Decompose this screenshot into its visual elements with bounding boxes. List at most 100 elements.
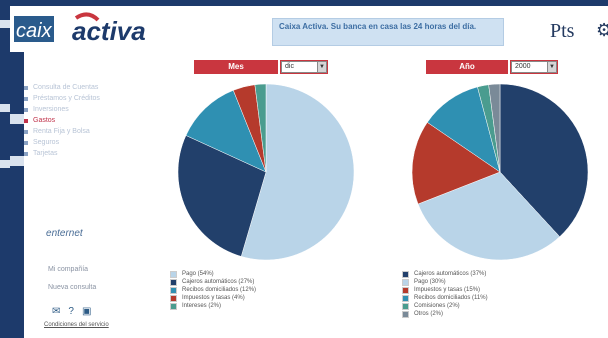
bullet-icon	[24, 129, 28, 134]
legend-label: Pago (54%)	[182, 271, 214, 277]
header: caix activa Caixa Activa. Su banca en ca…	[10, 6, 608, 52]
legend-item: Cajeros automáticos (37%)	[402, 270, 602, 278]
legend-label: Cajeros automáticos (37%)	[414, 271, 487, 277]
link-nueva-consulta[interactable]: Nueva consulta	[48, 284, 97, 291]
sidebar-item[interactable]: Gastos	[24, 115, 134, 126]
legend-label: Intereses (2%)	[182, 303, 222, 309]
legend-swatch	[170, 278, 177, 286]
sidebar-item-label: Inversiones	[33, 106, 69, 113]
legend-item: Otros (2%)	[402, 310, 602, 318]
legend-swatch	[170, 294, 177, 302]
pie-slice	[240, 83, 355, 261]
sidebar-item-label: Préstamos y Créditos	[33, 95, 100, 102]
legend-label: Cajeros automáticos (27%)	[182, 279, 255, 285]
sidebar-stripe	[10, 52, 24, 338]
pts-label[interactable]: Pts	[550, 20, 575, 42]
logo-block	[14, 16, 54, 42]
mail-icon[interactable]: ✉	[52, 306, 61, 317]
sidebar-item-label: Gastos	[33, 117, 56, 124]
legend-item: Recibos domiciliados (12%)	[170, 286, 370, 294]
bullet-icon	[24, 118, 28, 123]
caixa-activa-logo[interactable]: caix activa	[14, 12, 194, 52]
legend-label: Recibos domiciliados (12%)	[182, 287, 257, 293]
legend-swatch	[402, 278, 409, 286]
link-mi-compania[interactable]: Mi compañía	[48, 266, 89, 273]
legend-swatch	[170, 270, 177, 278]
legend-item: Pago (30%)	[402, 278, 602, 286]
legend-item: Comisiones (2%)	[402, 302, 602, 310]
chevron-down-icon[interactable]: ▼	[547, 62, 556, 72]
conditions-link[interactable]: Condiciones del servicio	[44, 322, 109, 328]
frame-block	[0, 20, 10, 28]
pie-slice	[177, 135, 267, 257]
sidebar-item[interactable]: Inversiones	[24, 104, 134, 115]
pie-slice	[185, 89, 267, 173]
legend-swatch	[170, 286, 177, 294]
legend-item: Impuestos y tasas (4%)	[170, 294, 370, 302]
print-icon[interactable]: ▣	[81, 306, 92, 317]
enternet-word: nternet	[51, 228, 83, 239]
sidebar-item[interactable]: Tarjetas	[24, 148, 134, 159]
bullet-icon	[24, 107, 28, 112]
chevron-down-icon[interactable]: ▼	[317, 62, 326, 72]
left-frame	[0, 0, 10, 338]
sidebar-menu: Consulta de Cuentas Préstamos y Créditos I…	[24, 82, 134, 159]
enternet-logo[interactable]: enternet	[46, 228, 83, 239]
legend-label: Impuestos y tasas (15%)	[414, 287, 481, 293]
legend-item: Intereses (2%)	[170, 302, 370, 310]
logo-swoosh	[74, 12, 100, 22]
legend-item: Recibos domiciliados (11%)	[402, 294, 602, 302]
sidebar-item-label: Consulta de Cuentas	[33, 84, 99, 91]
stripe-notch	[10, 114, 24, 124]
sidebar-item-label: Seguros	[33, 139, 60, 146]
year-select-value: 2000	[515, 63, 531, 70]
legend-item: Impuestos y tasas (15%)	[402, 286, 602, 294]
footer-icons: ✉ ? ▣	[52, 306, 91, 317]
bullet-icon	[24, 85, 28, 90]
legend-swatch	[170, 302, 177, 310]
year-select-box[interactable]: 2000 ▼	[511, 61, 557, 73]
legend-swatch	[402, 310, 409, 318]
pie-chart-year	[411, 83, 589, 261]
sidebar-item[interactable]: Renta Fija y Bolsa	[24, 126, 134, 137]
legend-item: Pago (54%)	[170, 270, 370, 278]
sidebar-item[interactable]: Consulta de Cuentas	[24, 82, 134, 93]
legend-label: Recibos domiciliados (11%)	[414, 295, 488, 301]
logo-text-activa: activa	[72, 16, 146, 46]
settings-icon[interactable]: ⚙	[596, 20, 608, 40]
pie-slice	[254, 83, 267, 173]
stripe-notch	[10, 156, 24, 166]
legend-item: Cajeros automáticos (27%)	[170, 278, 370, 286]
sidebar: Consulta de Cuentas Préstamos y Créditos I…	[10, 52, 134, 338]
sidebar-item[interactable]: Seguros	[24, 137, 134, 148]
legend-year: Cajeros automáticos (37%) Pago (30%) Impue…	[402, 270, 602, 318]
sidebar-item[interactable]: Préstamos y Créditos	[24, 93, 134, 104]
sidebar-item-label: Renta Fija y Bolsa	[33, 128, 90, 135]
bullet-icon	[24, 151, 28, 156]
enternet-e: e	[46, 228, 52, 239]
bullet-icon	[24, 140, 28, 145]
help-icon[interactable]: ?	[68, 306, 74, 317]
top-frame	[10, 0, 608, 6]
year-select[interactable]: 2000 ▼	[510, 60, 558, 74]
frame-block	[0, 104, 10, 112]
frame-block	[0, 160, 10, 168]
pie-slice	[488, 83, 501, 173]
bullet-icon	[24, 96, 28, 101]
left-chart-title: Mes	[194, 60, 278, 74]
month-select-box[interactable]: dic ▼	[281, 61, 327, 73]
month-select-value: dic	[285, 63, 294, 70]
legend-swatch	[402, 302, 409, 310]
banner: Caixa Activa. Su banca en casa las 24 ho…	[272, 18, 504, 46]
pie-slice	[411, 122, 501, 205]
legend-label: Pago (30%)	[414, 279, 446, 285]
month-select[interactable]: dic ▼	[280, 60, 328, 74]
pie-slice	[499, 83, 589, 238]
pie-chart-month	[177, 83, 355, 261]
legend-month: Pago (54%) Cajeros automáticos (27%) Recib…	[170, 270, 370, 310]
legend-swatch	[402, 286, 409, 294]
legend-label: Otros (2%)	[414, 311, 444, 317]
legend-label: Comisiones (2%)	[414, 303, 460, 309]
legend-label: Impuestos y tasas (4%)	[182, 295, 245, 301]
pie-slice	[417, 171, 561, 261]
